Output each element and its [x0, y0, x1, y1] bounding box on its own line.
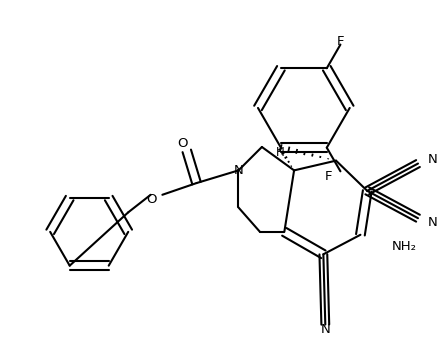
- Text: N: N: [428, 216, 438, 228]
- Text: F: F: [337, 35, 344, 48]
- Text: H: H: [276, 146, 284, 159]
- Text: O: O: [146, 193, 156, 206]
- Text: F: F: [325, 170, 332, 183]
- Text: NH₂: NH₂: [392, 240, 417, 253]
- Text: N: N: [321, 323, 330, 336]
- Text: N: N: [428, 153, 438, 166]
- Text: N: N: [233, 164, 244, 177]
- Text: O: O: [178, 137, 188, 150]
